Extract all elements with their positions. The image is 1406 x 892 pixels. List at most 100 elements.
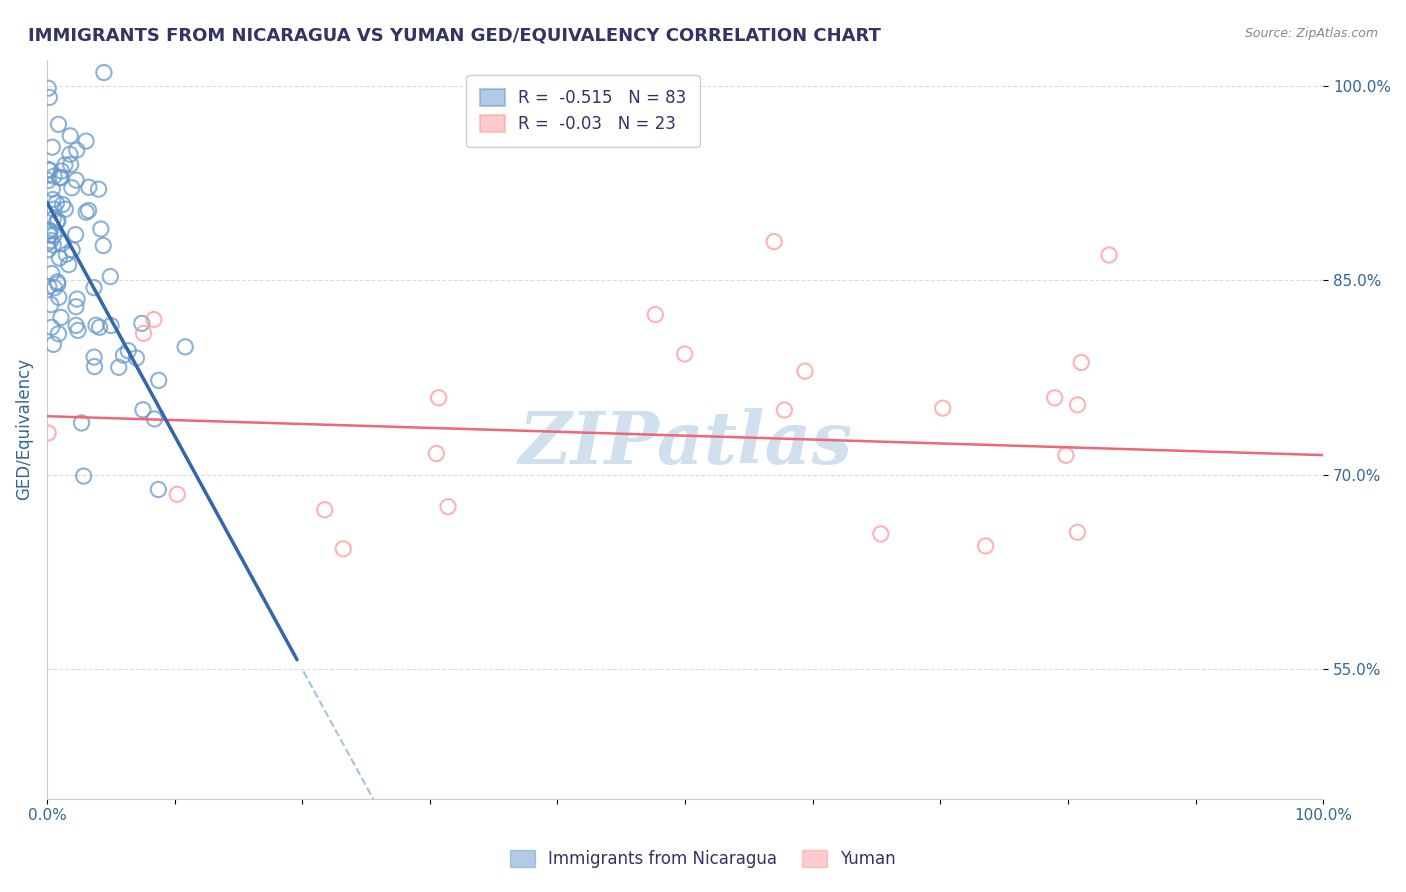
Point <box>38 228 60 243</box>
Point <box>1066 525 1088 540</box>
Point <box>148 373 170 387</box>
Point <box>42 238 65 252</box>
Point <box>91 238 114 252</box>
Point <box>142 312 165 326</box>
Point <box>46 275 69 289</box>
Point <box>37 173 59 187</box>
Point <box>42 202 65 217</box>
Point <box>66 143 89 157</box>
Point <box>37 162 59 177</box>
Text: IMMIGRANTS FROM NICARAGUA VS YUMAN GED/EQUIVALENCY CORRELATION CHART: IMMIGRANTS FROM NICARAGUA VS YUMAN GED/E… <box>28 27 882 45</box>
Point <box>425 446 447 460</box>
Point <box>41 140 63 154</box>
Point <box>59 157 82 171</box>
Point <box>37 81 59 95</box>
Point <box>65 173 87 187</box>
Point <box>314 503 336 517</box>
Point <box>77 180 100 194</box>
Point <box>763 235 786 249</box>
Point <box>39 234 62 248</box>
Point <box>42 228 65 243</box>
Point <box>100 318 122 333</box>
Point <box>1054 448 1077 462</box>
Point <box>166 487 188 501</box>
Point <box>45 196 67 211</box>
Point <box>48 117 70 131</box>
Point <box>37 235 59 250</box>
Legend: Immigrants from Nicaragua, Yuman: Immigrants from Nicaragua, Yuman <box>503 843 903 875</box>
Point <box>93 65 115 79</box>
Point <box>437 500 460 514</box>
Point <box>48 326 70 341</box>
Point <box>51 164 73 178</box>
Point <box>644 308 666 322</box>
Point <box>66 292 89 306</box>
Point <box>44 281 66 295</box>
Point <box>65 318 87 333</box>
Point <box>117 343 139 358</box>
Point <box>75 134 97 148</box>
Point <box>38 163 60 178</box>
Point <box>125 351 148 365</box>
Point <box>932 401 955 416</box>
Point <box>83 280 105 294</box>
Point <box>41 320 63 334</box>
Point <box>90 222 112 236</box>
Point <box>46 277 69 291</box>
Point <box>83 359 105 374</box>
Point <box>42 211 65 226</box>
Point <box>37 425 59 440</box>
Point <box>143 412 166 426</box>
Text: ZIPatlas: ZIPatlas <box>517 409 852 480</box>
Point <box>52 197 75 211</box>
Point <box>132 402 155 417</box>
Point <box>98 269 121 284</box>
Point <box>59 128 82 143</box>
Point <box>87 182 110 196</box>
Point <box>794 364 817 378</box>
Point <box>673 347 696 361</box>
Point <box>41 267 63 281</box>
Point <box>42 169 65 184</box>
Point <box>55 202 77 217</box>
Point <box>49 310 72 325</box>
Point <box>132 326 155 341</box>
Point <box>51 236 73 251</box>
Point <box>131 317 153 331</box>
Point <box>773 403 796 417</box>
Point <box>70 416 93 430</box>
Point <box>75 205 97 219</box>
Point <box>42 193 65 207</box>
Point <box>53 158 76 172</box>
Point <box>42 337 65 351</box>
Point <box>65 227 87 242</box>
Point <box>60 243 83 257</box>
Point <box>107 360 129 375</box>
Point <box>77 203 100 218</box>
Point <box>869 527 891 541</box>
Point <box>59 147 82 161</box>
Point <box>48 170 70 185</box>
Point <box>46 214 69 228</box>
Point <box>1066 398 1088 412</box>
Point <box>148 483 170 497</box>
Y-axis label: GED/Equivalency: GED/Equivalency <box>15 358 32 500</box>
Point <box>55 247 77 261</box>
Point <box>38 279 60 293</box>
Text: Source: ZipAtlas.com: Source: ZipAtlas.com <box>1244 27 1378 40</box>
Point <box>48 290 70 304</box>
Point <box>48 251 70 265</box>
Point <box>73 469 96 483</box>
Point <box>38 90 60 104</box>
Point <box>1070 355 1092 369</box>
Point <box>332 541 354 556</box>
Point <box>46 214 69 228</box>
Point <box>67 323 90 337</box>
Point <box>112 348 135 362</box>
Point <box>89 320 111 334</box>
Point <box>974 539 997 553</box>
Point <box>58 258 80 272</box>
Point <box>427 391 450 405</box>
Point <box>39 224 62 238</box>
Point <box>39 297 62 311</box>
